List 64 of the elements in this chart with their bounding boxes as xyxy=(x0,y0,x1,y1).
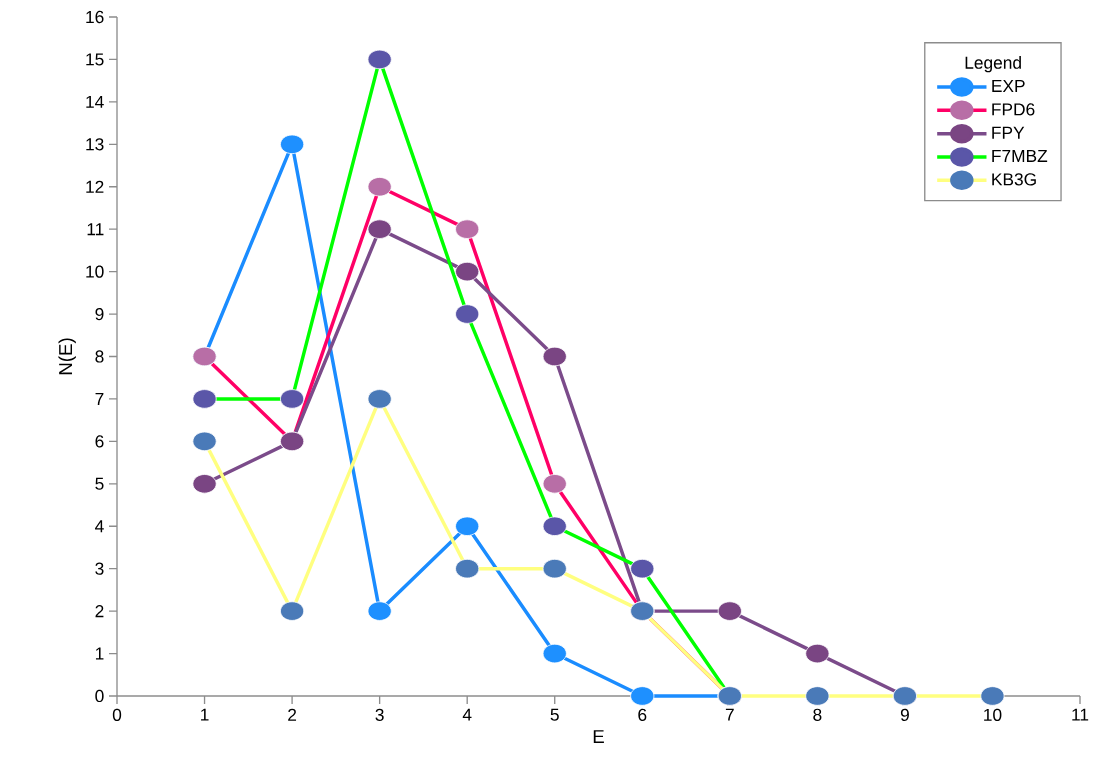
point xyxy=(805,686,830,706)
point xyxy=(367,601,392,621)
x-axis-title: E xyxy=(593,730,604,743)
y-tick-label: 6 xyxy=(95,435,104,448)
x-tick-label: 5 xyxy=(550,708,559,721)
x-tick-label: 1 xyxy=(201,708,209,721)
legend-label: F7MBZ xyxy=(992,149,1048,162)
point xyxy=(630,686,655,706)
point xyxy=(455,558,480,579)
y-tick-label: 3 xyxy=(95,562,104,575)
y-tick-label: 13 xyxy=(86,138,104,151)
point xyxy=(455,261,480,282)
x-tick-label: 8 xyxy=(813,708,822,721)
x-tick-label: 10 xyxy=(984,708,1002,721)
x-tick-label: 6 xyxy=(638,708,647,721)
y-tick-label: 1 xyxy=(95,647,104,660)
point xyxy=(367,219,392,239)
y-tick-label: 7 xyxy=(95,392,104,405)
legend-label: FPY xyxy=(992,126,1025,139)
point xyxy=(455,219,480,239)
point xyxy=(280,134,305,155)
y-tick-label: 0 xyxy=(95,689,104,703)
legend-label: KB3G xyxy=(992,173,1036,186)
point xyxy=(542,558,567,579)
point xyxy=(542,643,567,664)
point xyxy=(630,558,655,579)
y-tick-label: 9 xyxy=(95,307,104,321)
point xyxy=(280,389,305,409)
point xyxy=(192,474,217,494)
x-tick-label: 0 xyxy=(112,708,122,721)
y-tick-label: 12 xyxy=(86,180,104,193)
point xyxy=(280,601,305,621)
y-tick-label: 8 xyxy=(95,350,104,363)
x-tick-label: 11 xyxy=(1072,708,1089,721)
y-tick-label: 4 xyxy=(95,520,104,533)
point xyxy=(367,177,392,197)
legend-title: Legend xyxy=(965,56,1021,73)
y-tick-label: 11 xyxy=(87,223,104,236)
point xyxy=(367,389,392,409)
y-tick-label: 15 xyxy=(86,53,104,66)
y-tick-label: 14 xyxy=(86,95,104,108)
point xyxy=(455,516,480,536)
point xyxy=(192,431,217,452)
point xyxy=(455,304,480,324)
y-tick-label: 5 xyxy=(95,477,104,490)
point xyxy=(805,643,830,664)
y-tick-label: 10 xyxy=(86,265,104,278)
point xyxy=(367,49,392,70)
point xyxy=(542,346,567,367)
y-tick-label: 2 xyxy=(95,605,104,618)
x-tick-label: 7 xyxy=(725,708,734,721)
x-tick-label: 4 xyxy=(462,708,472,721)
point xyxy=(980,686,1005,706)
legend-label: EXP xyxy=(992,80,1025,92)
x-tick-label: 9 xyxy=(900,708,909,721)
x-tick-label: 3 xyxy=(375,708,384,721)
x-tick-label: 2 xyxy=(288,708,297,721)
point xyxy=(717,601,742,621)
y-axis-title: N(E) xyxy=(58,338,76,375)
legend-label: FPD6 xyxy=(992,103,1035,116)
y-tick-label: 16 xyxy=(86,10,104,24)
point xyxy=(542,516,567,536)
point xyxy=(192,389,217,409)
point xyxy=(542,474,567,494)
